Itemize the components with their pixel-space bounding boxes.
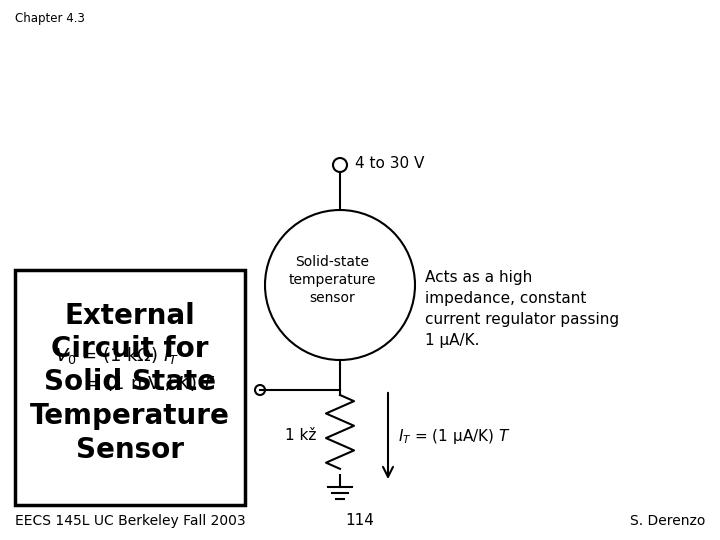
Text: $V_0$ = (1 kΩ) $I_T$: $V_0$ = (1 kΩ) $I_T$ bbox=[55, 345, 179, 366]
Text: S. Derenzo: S. Derenzo bbox=[629, 514, 705, 528]
Text: EECS 145L UC Berkeley Fall 2003: EECS 145L UC Berkeley Fall 2003 bbox=[15, 514, 246, 528]
Circle shape bbox=[333, 158, 347, 172]
Text: Solid-state
temperature
sensor: Solid-state temperature sensor bbox=[288, 254, 376, 306]
Text: Chapter 4.3: Chapter 4.3 bbox=[15, 12, 85, 25]
Circle shape bbox=[255, 385, 265, 395]
Text: External
Circuit for
Solid State
Temperature
Sensor: External Circuit for Solid State Tempera… bbox=[30, 301, 230, 463]
Text: 1 kž: 1 kž bbox=[285, 428, 316, 442]
Text: Acts as a high
impedance, constant
current regulator passing
1 μA/K.: Acts as a high impedance, constant curre… bbox=[425, 270, 619, 348]
Text: 4 to 30 V: 4 to 30 V bbox=[355, 156, 424, 171]
Bar bbox=[15, 270, 245, 505]
Text: 114: 114 bbox=[346, 513, 374, 528]
Text: = (1 mV / $K$) $T$: = (1 mV / $K$) $T$ bbox=[85, 373, 216, 393]
Circle shape bbox=[265, 210, 415, 360]
Text: $I_T$ = (1 μA/K) $T$: $I_T$ = (1 μA/K) $T$ bbox=[398, 427, 510, 446]
